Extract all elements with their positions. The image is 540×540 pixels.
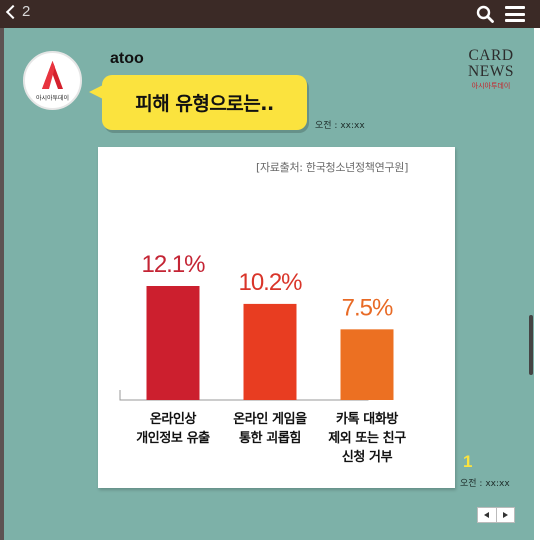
message-bubble: 피해 유형으로는.. [102, 75, 307, 130]
search-icon[interactable] [476, 5, 494, 23]
hamburger-menu-icon[interactable] [505, 6, 525, 22]
category-label-line: 온라인상 [149, 412, 197, 427]
top-bar: 2 [0, 0, 540, 28]
bar-2 [243, 303, 297, 400]
triangle-left-icon [484, 512, 490, 518]
bubble-tail [89, 84, 105, 100]
sender-name: atoo [110, 50, 144, 67]
category-label-line: 카톡 대화방 [336, 412, 398, 427]
bar-3 [340, 329, 394, 400]
category-label-line: 온라인 게임을 [233, 412, 307, 427]
scrollbar[interactable] [529, 315, 533, 375]
asiatoday-logo-icon [42, 61, 63, 89]
frame-right-border [534, 28, 540, 540]
next-page-button[interactable] [497, 508, 515, 522]
avatar[interactable]: 아시아투데이 [23, 51, 82, 110]
logo-line-news: NEWS [468, 63, 514, 80]
bubble-text: 피해 유형으로는.. [135, 93, 274, 115]
footer-time: 오전 : xx:xx [460, 479, 510, 489]
bar-chart: 12.1% 10.2% 7.5% [119, 251, 394, 401]
bar-value-label-3: 7.5% [342, 294, 393, 321]
category-label-line: 개인정보 유출 [136, 431, 210, 446]
pager [477, 507, 515, 523]
avatar-caption: 아시아투데이 [35, 95, 70, 102]
card-news-logo: CARD NEWS 아시아투데이 [462, 48, 520, 91]
chart-source: [자료출처: 한국청소년정책연구원] [256, 161, 409, 174]
prev-page-button[interactable] [478, 508, 496, 522]
category-label-line: 통한 괴롭힘 [239, 431, 301, 446]
bar-value-label-2: 10.2% [238, 269, 302, 296]
triangle-right-icon [502, 512, 508, 518]
page-number: 1 [463, 452, 473, 471]
message-time: 오전 : xx:xx [315, 121, 365, 131]
category-label-line: 제외 또는 친구 [328, 431, 406, 446]
back-count: 2 [22, 3, 31, 20]
back-button[interactable]: 2 [5, 3, 31, 20]
bar-value-label-1: 12.1% [141, 251, 205, 278]
logo-line-publisher: 아시아투데이 [471, 82, 511, 90]
pager-divider [495, 508, 497, 522]
frame-left-border [0, 28, 4, 540]
logo-line-card: CARD [468, 47, 514, 64]
category-label-line: 신청 거부 [341, 450, 393, 465]
bar-1 [146, 286, 200, 400]
chevron-left-icon [5, 4, 21, 20]
